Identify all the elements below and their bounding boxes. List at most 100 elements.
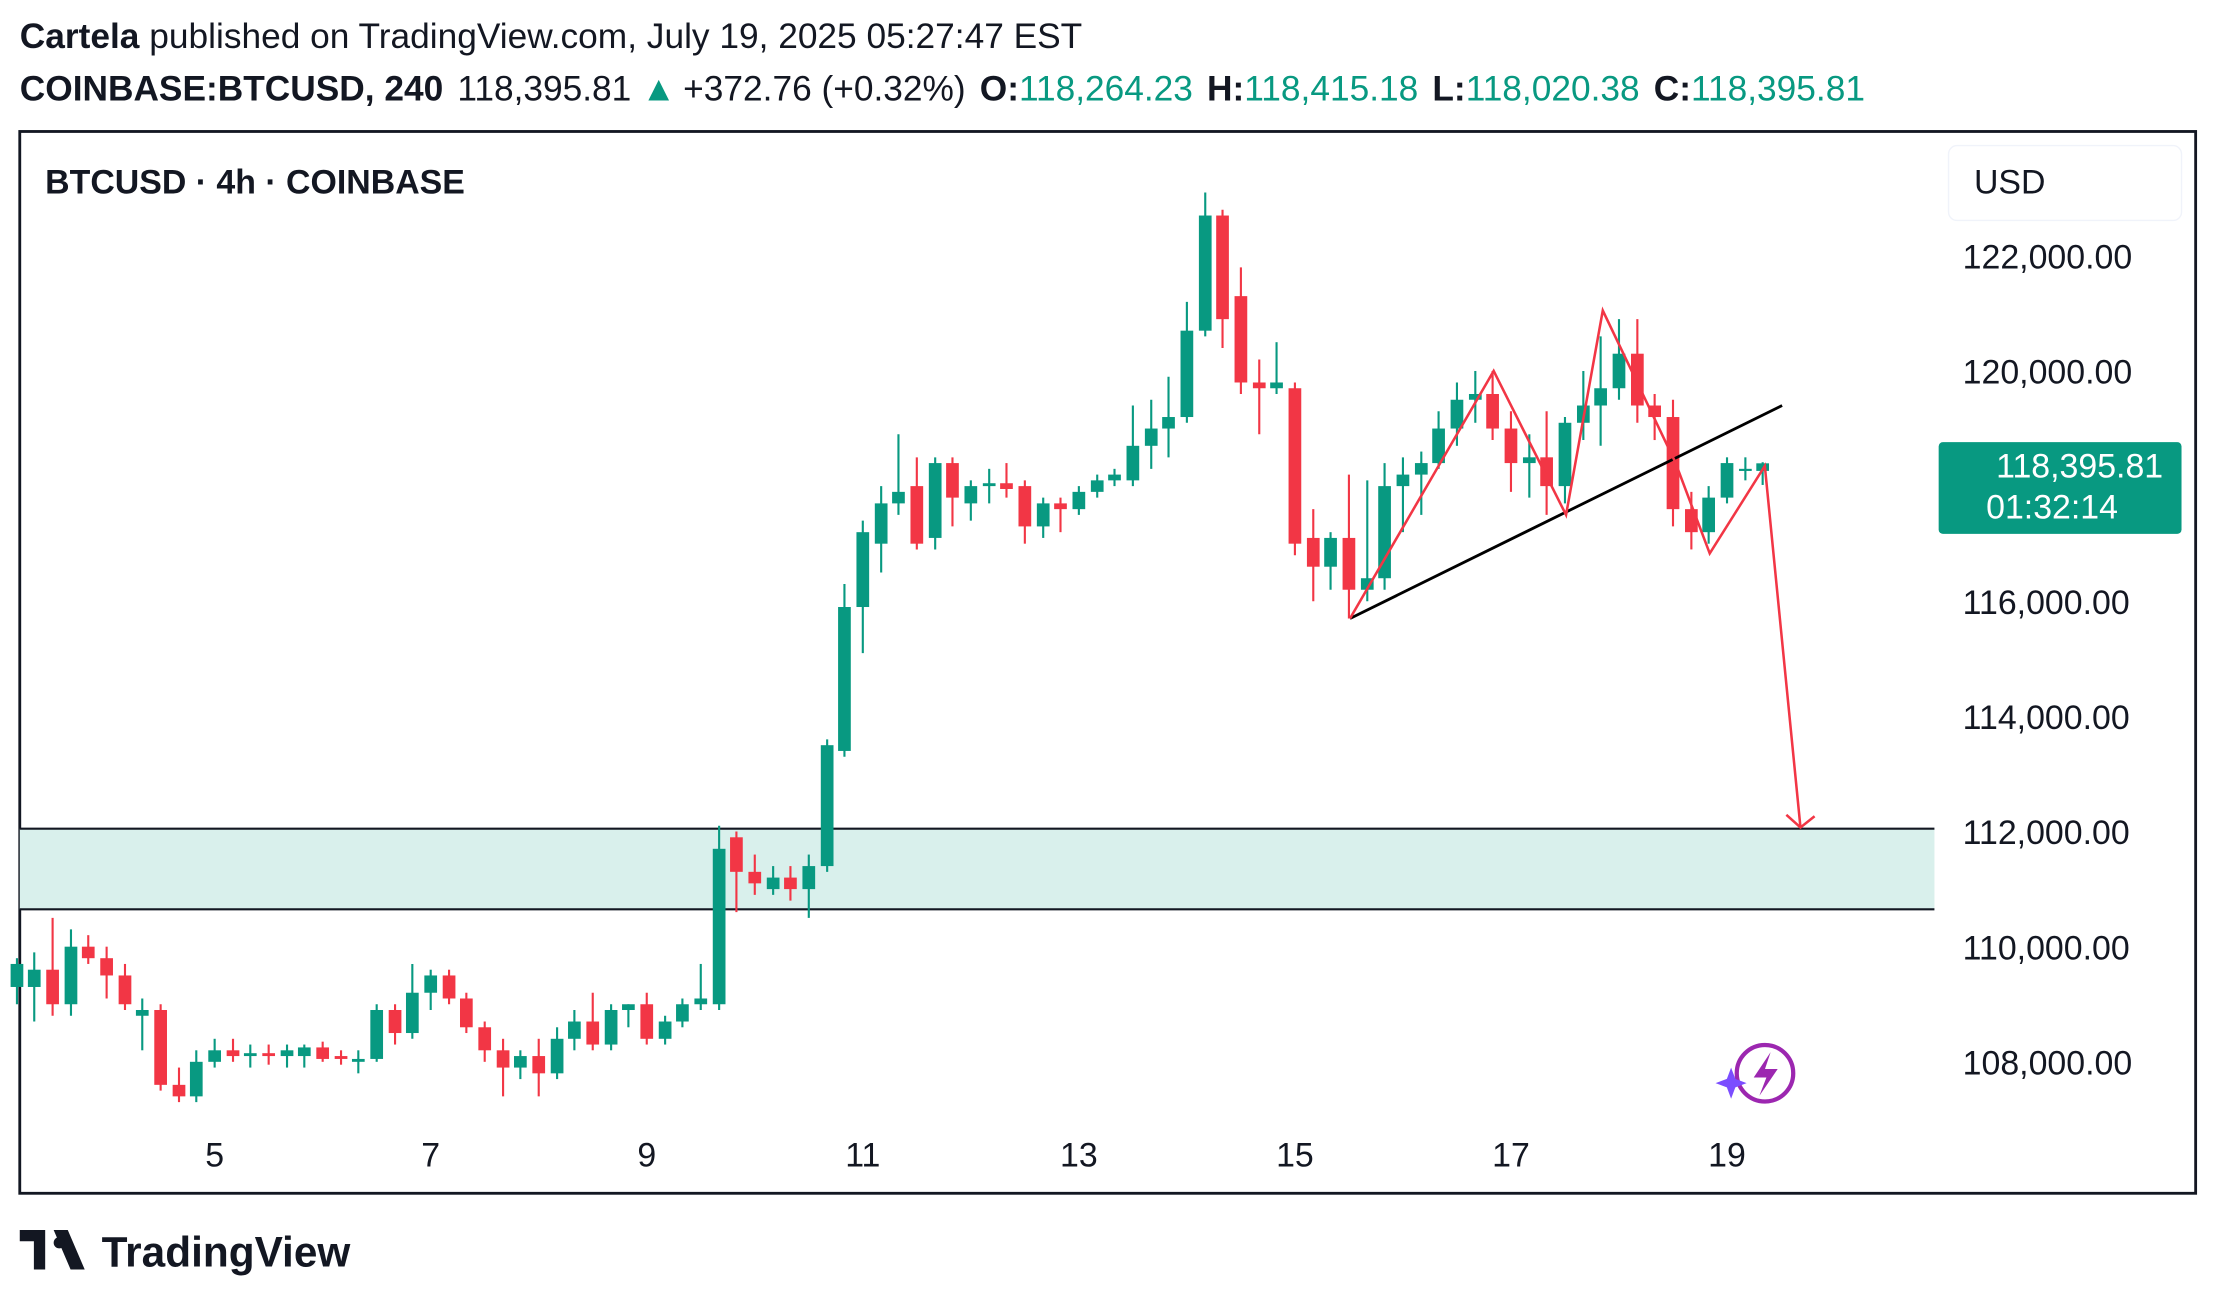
candle-body	[1324, 537, 1337, 567]
header-line-2: COINBASE:BTCUSD, 240 118,395.81 ▲ +372.76 (…	[20, 69, 1865, 108]
candle-body	[1540, 457, 1553, 487]
candle-body	[64, 946, 78, 1005]
candle-body	[208, 1050, 222, 1062]
candle-body	[1054, 503, 1067, 510]
candle-body	[189, 1061, 203, 1097]
candle-body	[784, 877, 797, 890]
last-price: 118,395.81	[457, 69, 631, 108]
candle-body	[928, 463, 942, 538]
candle-body	[532, 1056, 546, 1074]
candle-body	[388, 1010, 402, 1034]
candle-body	[1486, 393, 1499, 429]
candle-body	[1685, 509, 1698, 533]
change: +372.76 (+0.32%)	[683, 69, 965, 108]
candle-body	[1270, 382, 1283, 389]
y-tick-label: 116,000.00	[1963, 584, 2130, 622]
candle-body	[1162, 417, 1175, 429]
candle-body	[1342, 537, 1356, 590]
candle-body	[604, 1010, 618, 1045]
candle-body	[766, 877, 780, 890]
published: published on TradingView.com, July 19, 2…	[149, 17, 1082, 56]
candle-body	[172, 1084, 186, 1097]
low-value: 118,020.38	[1466, 69, 1640, 108]
candle-body	[243, 1053, 257, 1057]
logo-text: TradingView	[102, 1229, 352, 1276]
candle-body	[297, 1047, 311, 1057]
candle-body	[1468, 393, 1482, 400]
close-value: 118,395.81	[1691, 69, 1865, 108]
candle-body	[1414, 463, 1428, 475]
x-tick-label: 11	[845, 1136, 880, 1174]
support-zone	[19, 828, 1935, 910]
y-tick-label: 122,000.00	[1963, 239, 2133, 277]
candle-body	[154, 1010, 167, 1085]
candle-body	[586, 1021, 600, 1045]
candle-body	[1036, 503, 1050, 527]
y-tick-label: 114,000.00	[1963, 699, 2130, 737]
candle-body	[316, 1047, 330, 1059]
x-tick-label: 17	[1492, 1136, 1530, 1174]
candle-body	[405, 992, 419, 1034]
candle-body	[334, 1056, 348, 1059]
candle-body	[262, 1053, 276, 1057]
candle-body	[1234, 296, 1248, 383]
candle-body	[910, 486, 924, 544]
candle-body	[946, 463, 959, 498]
candle-body	[1450, 399, 1464, 429]
author: Cartela	[20, 17, 140, 56]
symbol: COINBASE:BTCUSD, 240	[20, 69, 443, 108]
change-arrow: ▲	[641, 69, 676, 108]
countdown: 01:32:14	[1986, 488, 2118, 526]
candle-body	[748, 871, 762, 884]
candle-body	[1612, 353, 1626, 389]
y-tick-label: 108,000.00	[1963, 1045, 2133, 1083]
candle-body	[10, 963, 24, 987]
candle-body	[1720, 463, 1734, 498]
candle-body	[838, 607, 851, 751]
candle-body	[135, 1010, 149, 1016]
currency: USD	[1974, 164, 2046, 202]
y-tick-label: 120,000.00	[1963, 354, 2133, 392]
candle-body	[1072, 491, 1086, 510]
candle-body	[550, 1038, 564, 1074]
projection-arrowhead	[1785, 813, 1816, 830]
header-line-1: Cartela published on TradingView.com, Jul…	[20, 17, 1082, 56]
candle-body	[424, 975, 438, 993]
candle-body	[27, 969, 41, 987]
price-label: 118,395.81	[1996, 447, 2163, 485]
candle-body	[1739, 468, 1752, 471]
candle-body	[280, 1050, 294, 1057]
low-label: L:	[1432, 69, 1465, 108]
candle-body	[442, 975, 456, 999]
candle-body	[1522, 457, 1536, 464]
chart-frame	[18, 130, 2198, 1195]
candle-body	[1288, 388, 1302, 544]
candle-body	[1000, 483, 1013, 489]
high-value: 118,415.18	[1244, 69, 1418, 108]
candle-body	[1306, 537, 1320, 567]
candle-body	[622, 1004, 635, 1011]
candle-body	[694, 998, 708, 1005]
candle-body	[1252, 382, 1266, 389]
candle-body	[1666, 417, 1680, 510]
candle-body	[100, 958, 113, 976]
candle-body	[1126, 445, 1140, 481]
candle-body	[802, 866, 816, 890]
candle-body	[459, 998, 473, 1028]
x-tick-label: 15	[1276, 1136, 1314, 1174]
candle-body	[640, 1004, 654, 1039]
tradingview-logo: TradingView	[19, 1229, 352, 1276]
candle-body	[478, 1027, 492, 1051]
candle-body	[1702, 497, 1716, 533]
candle-body	[964, 486, 978, 504]
candle-body	[874, 503, 888, 544]
x-tick-label: 5	[205, 1136, 224, 1174]
candle-body	[1630, 353, 1644, 406]
candle-body	[1504, 428, 1518, 464]
candle-body	[568, 1021, 581, 1039]
candle-body	[1558, 422, 1572, 487]
candle-body	[370, 1010, 384, 1059]
currency-box[interactable]	[1947, 144, 2183, 222]
x-tick-label: 19	[1708, 1136, 1746, 1174]
lightning-icon[interactable]	[1715, 1042, 1796, 1104]
